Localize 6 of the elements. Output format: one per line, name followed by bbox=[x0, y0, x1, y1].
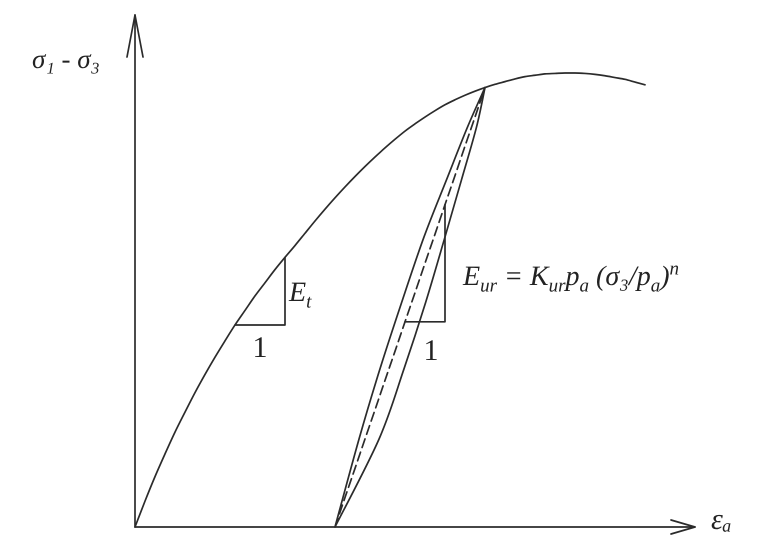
y-axis-title: σ₁ - σ₃ bbox=[32, 44, 100, 75]
annotation: 1 bbox=[424, 334, 438, 367]
annotation: E$_{t}$ bbox=[289, 276, 312, 312]
x-axis-title: εₐ bbox=[711, 502, 732, 536]
text: E$_{ur}$ = K$_{ur}$p$_{a}$ (σ₃/p$_{a}$)$^{n}$ bbox=[463, 258, 680, 296]
annotation: 1 bbox=[252, 330, 268, 364]
